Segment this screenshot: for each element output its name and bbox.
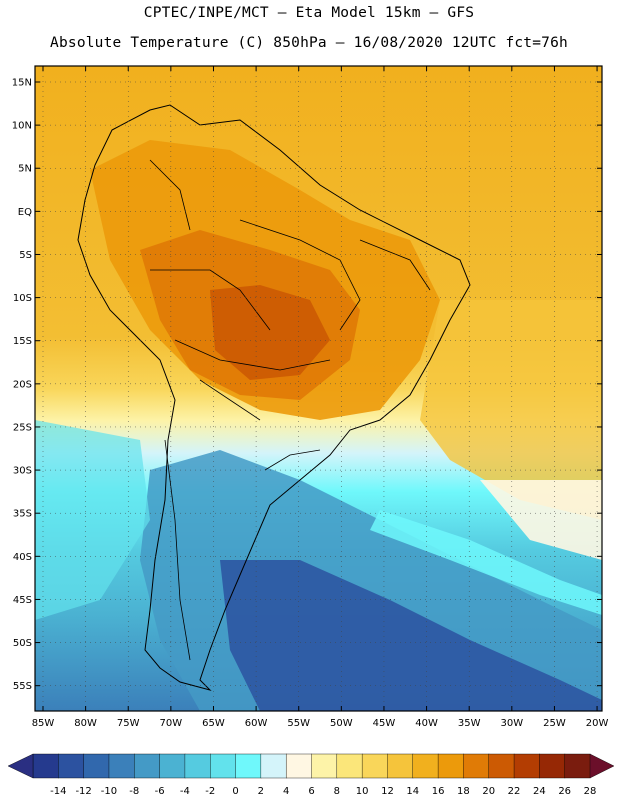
colorbar-segment [108, 753, 135, 779]
lat-label: 35S [13, 509, 32, 520]
lon-label: 80W [74, 718, 97, 729]
colorbar-segment [437, 753, 464, 779]
lat-label: 10N [12, 121, 32, 132]
country-borders [149, 159, 431, 661]
colorbar-label: -10 [101, 786, 117, 797]
colorbar-segment [83, 753, 110, 779]
pale-region-south-atlantic [480, 480, 602, 560]
lon-label: 75W [117, 718, 140, 729]
lat-label: 50S [13, 638, 32, 649]
colorbar-segment [184, 753, 211, 779]
plot-frame [34, 65, 603, 712]
continent-outline [77, 104, 471, 691]
lat-label: EQ [18, 207, 32, 218]
lon-label: 30W [501, 718, 524, 729]
colorbar-label: -8 [129, 786, 139, 797]
hot-core-chaco [210, 285, 330, 380]
colorbar-segment [387, 753, 414, 779]
colorbar-label: 22 [508, 786, 521, 797]
lon-label: 45W [373, 718, 396, 729]
temperature-field [35, 66, 602, 711]
colorbar-label: 28 [584, 786, 597, 797]
lat-label: 55S [13, 681, 32, 692]
lat-label: 45S [13, 595, 32, 606]
colorbar-segment [134, 753, 161, 779]
colorbar-label: 12 [381, 786, 394, 797]
colorbar-segment [361, 753, 388, 779]
colorbar-label: -4 [180, 786, 190, 797]
cyan-band [370, 510, 602, 615]
colorbar-segment [210, 753, 237, 779]
colorbar-label: -14 [50, 786, 66, 797]
colorbar-high-arrow [589, 753, 615, 779]
latitude-axis: 15N 10N 5N EQ 5S 10S 15S 20S 25S 30S 35S 40S 45S 50S 5… [12, 78, 602, 692]
lon-label: 55W [287, 718, 310, 729]
colorbar-segment [159, 753, 186, 779]
colorbar-segment [564, 753, 591, 779]
title-line-1: CPTEC/INPE/MCT – Eta Model 15km – GFS [143, 5, 475, 21]
lat-label: 40S [13, 552, 32, 563]
lat-label: 15S [13, 336, 32, 347]
colorbar-segment [336, 753, 363, 779]
lat-label: 25S [13, 422, 32, 433]
cold-core [220, 560, 602, 711]
colorbar-label: 20 [482, 786, 495, 797]
lon-label: 35W [458, 718, 481, 729]
lat-label: 15N [12, 78, 32, 89]
colorbar-segment [285, 753, 313, 779]
colorbar-label: 16 [432, 786, 445, 797]
colorbar-label: 10 [356, 786, 369, 797]
colorbar-label: 2 [258, 786, 264, 797]
colorbar-label: 4 [283, 786, 289, 797]
colorbar-labels: -14 -12 -10 -8 -6 -4 -2 0 2 4 6 8 10 12 14 16 18 20 22 24 26… [50, 786, 596, 797]
colorbar-segment [32, 753, 59, 779]
colorbar-label: 8 [334, 786, 340, 797]
lat-label: 10S [13, 293, 32, 304]
colorbar-label: 14 [406, 786, 419, 797]
lon-label: 70W [160, 718, 183, 729]
lon-label: 60W [245, 718, 268, 729]
colorbar-low-arrow [7, 753, 34, 779]
colorbar-label: 18 [457, 786, 470, 797]
colorbar-segment [412, 753, 439, 779]
colorbar-segment [58, 753, 85, 779]
lon-label: 85W [32, 718, 55, 729]
colorbar-segment [463, 753, 490, 779]
longitude-axis: 85W 80W 75W 70W 65W 60W 55W 50W 45W 40W 35W 30W 25W 2… [32, 66, 609, 729]
colorbar-label: -12 [75, 786, 91, 797]
colorbar-label: 6 [308, 786, 314, 797]
title-line-2: Absolute Temperature (C) 850hPa – 16/08/… [50, 35, 568, 51]
lat-label: 20S [13, 379, 32, 390]
pacific-light-region [35, 420, 150, 620]
lon-label: 50W [330, 718, 353, 729]
colorbar [7, 753, 615, 779]
lat-label: 30S [13, 466, 32, 477]
colorbar-label: 26 [558, 786, 571, 797]
colorbar-segment [539, 753, 566, 779]
lon-label: 65W [202, 718, 225, 729]
colorbar-segment [513, 753, 540, 779]
lat-label: 5S [19, 250, 32, 261]
warm-region-atlantic [420, 300, 602, 520]
lon-label: 20W [586, 718, 609, 729]
colorbar-segment [260, 753, 287, 779]
colorbar-segment [235, 753, 262, 779]
colorbar-label: -6 [155, 786, 165, 797]
lon-label: 40W [415, 718, 438, 729]
colorbar-label: 24 [533, 786, 546, 797]
colorbar-label: 0 [232, 786, 238, 797]
colorbar-label: -2 [205, 786, 215, 797]
colorbar-segment [488, 753, 515, 779]
colorbar-segment [311, 753, 338, 779]
lon-label: 25W [543, 718, 566, 729]
lat-label: 5N [18, 164, 32, 175]
